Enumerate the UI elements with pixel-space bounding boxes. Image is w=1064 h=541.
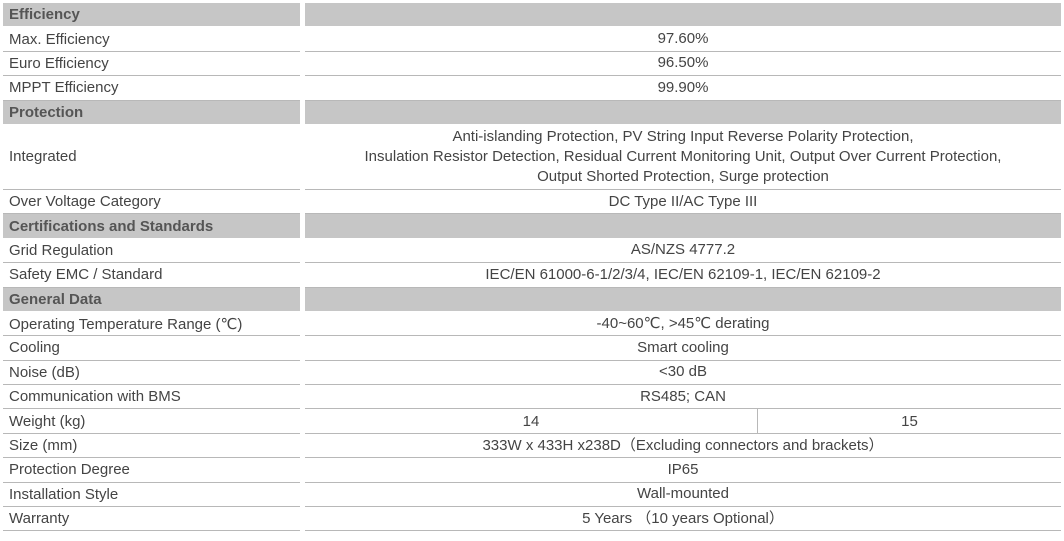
table-row: Cooling Smart cooling — [3, 336, 1061, 361]
row-label: Grid Regulation — [3, 239, 300, 264]
table-row: MPPT Efficiency 99.90% — [3, 76, 1061, 101]
section-header: Certifications and Standards — [3, 214, 1061, 239]
section-title: Protection — [3, 100, 300, 125]
row-value: IEC/EN 61000-6-1/2/3/4, IEC/EN 62109-1, … — [305, 263, 1061, 288]
table-row: Protection Degree IP65 — [3, 458, 1061, 483]
row-value: IP65 — [305, 458, 1061, 483]
row-label: Weight (kg) — [3, 409, 300, 434]
row-value: 97.60% — [305, 27, 1061, 52]
row-value-split: 14 15 — [305, 409, 1061, 434]
row-value: 96.50% — [305, 52, 1061, 77]
row-label: Protection Degree — [3, 458, 300, 483]
table-row: Weight (kg) 14 15 — [3, 409, 1061, 434]
value-line: Insulation Resistor Detection, Residual … — [364, 147, 1002, 165]
row-label: Operating Temperature Range (℃) — [3, 312, 300, 337]
row-label: Over Voltage Category — [3, 190, 300, 215]
table-row: Max. Efficiency 97.60% — [3, 27, 1061, 52]
row-value: 333W x 433H x238D（Excluding connectors a… — [305, 434, 1061, 459]
table-row: Size (mm) 333W x 433H x238D（Excluding con… — [3, 434, 1061, 459]
row-label: Size (mm) — [3, 434, 300, 459]
row-label: Installation Style — [3, 483, 300, 508]
row-value: -40~60℃, >45℃ derating — [305, 312, 1061, 337]
section-header-fill — [305, 3, 1061, 28]
table-row: Grid Regulation AS/NZS 4777.2 — [3, 239, 1061, 264]
spec-table: Efficiency Max. Efficiency 97.60% Euro Effi… — [3, 3, 1061, 532]
table-row: Warranty 5 Years （10 years Optional） — [3, 507, 1061, 532]
section-header: Efficiency — [3, 3, 1061, 28]
row-label: MPPT Efficiency — [3, 76, 300, 101]
row-value: Wall-mounted — [305, 483, 1061, 508]
row-value: Smart cooling — [305, 336, 1061, 361]
section-header: Protection — [3, 100, 1061, 125]
row-label: Max. Efficiency — [3, 27, 300, 52]
row-value: 5 Years （10 years Optional） — [305, 507, 1061, 532]
row-label: Euro Efficiency — [3, 52, 300, 77]
row-value: <30 dB — [305, 361, 1061, 386]
value-line: Anti-islanding Protection, PV String Inp… — [452, 127, 914, 145]
row-value: 99.90% — [305, 76, 1061, 101]
section-header: General Data — [3, 287, 1061, 312]
section-title: General Data — [3, 287, 300, 312]
table-row: Euro Efficiency 96.50% — [3, 52, 1061, 77]
row-label: Noise (dB) — [3, 361, 300, 386]
table-row: Noise (dB) <30 dB — [3, 361, 1061, 386]
row-label: Integrated — [3, 125, 300, 190]
section-title: Efficiency — [3, 3, 300, 28]
row-label: Safety EMC / Standard — [3, 263, 300, 288]
table-row: Safety EMC / Standard IEC/EN 61000-6-1/2/… — [3, 263, 1061, 288]
table-row: Operating Temperature Range (℃) -40~60℃, … — [3, 312, 1061, 337]
table-row: Communication with BMS RS485; CAN — [3, 385, 1061, 410]
row-value: Anti-islanding Protection, PV String Inp… — [305, 125, 1061, 190]
row-label: Warranty — [3, 507, 300, 532]
section-title: Certifications and Standards — [3, 214, 300, 239]
row-label: Communication with BMS — [3, 385, 300, 410]
section-header-fill — [305, 100, 1061, 125]
section-header-fill — [305, 214, 1061, 239]
table-row: Over Voltage Category DC Type II/AC Type … — [3, 190, 1061, 215]
value-lines: Anti-islanding Protection, PV String Inp… — [365, 127, 1002, 187]
row-value: DC Type II/AC Type III — [305, 190, 1061, 215]
row-value: RS485; CAN — [305, 385, 1061, 410]
row-value-cell: 14 — [305, 409, 758, 433]
section-header-fill — [305, 287, 1061, 312]
row-label: Cooling — [3, 336, 300, 361]
table-row: Integrated Anti-islanding Protection, PV … — [3, 125, 1061, 190]
row-value-cell: 15 — [901, 412, 918, 430]
row-value: AS/NZS 4777.2 — [305, 239, 1061, 264]
value-line: Output Shorted Protection, Surge protect… — [537, 167, 829, 185]
table-row: Installation Style Wall-mounted — [3, 483, 1061, 508]
